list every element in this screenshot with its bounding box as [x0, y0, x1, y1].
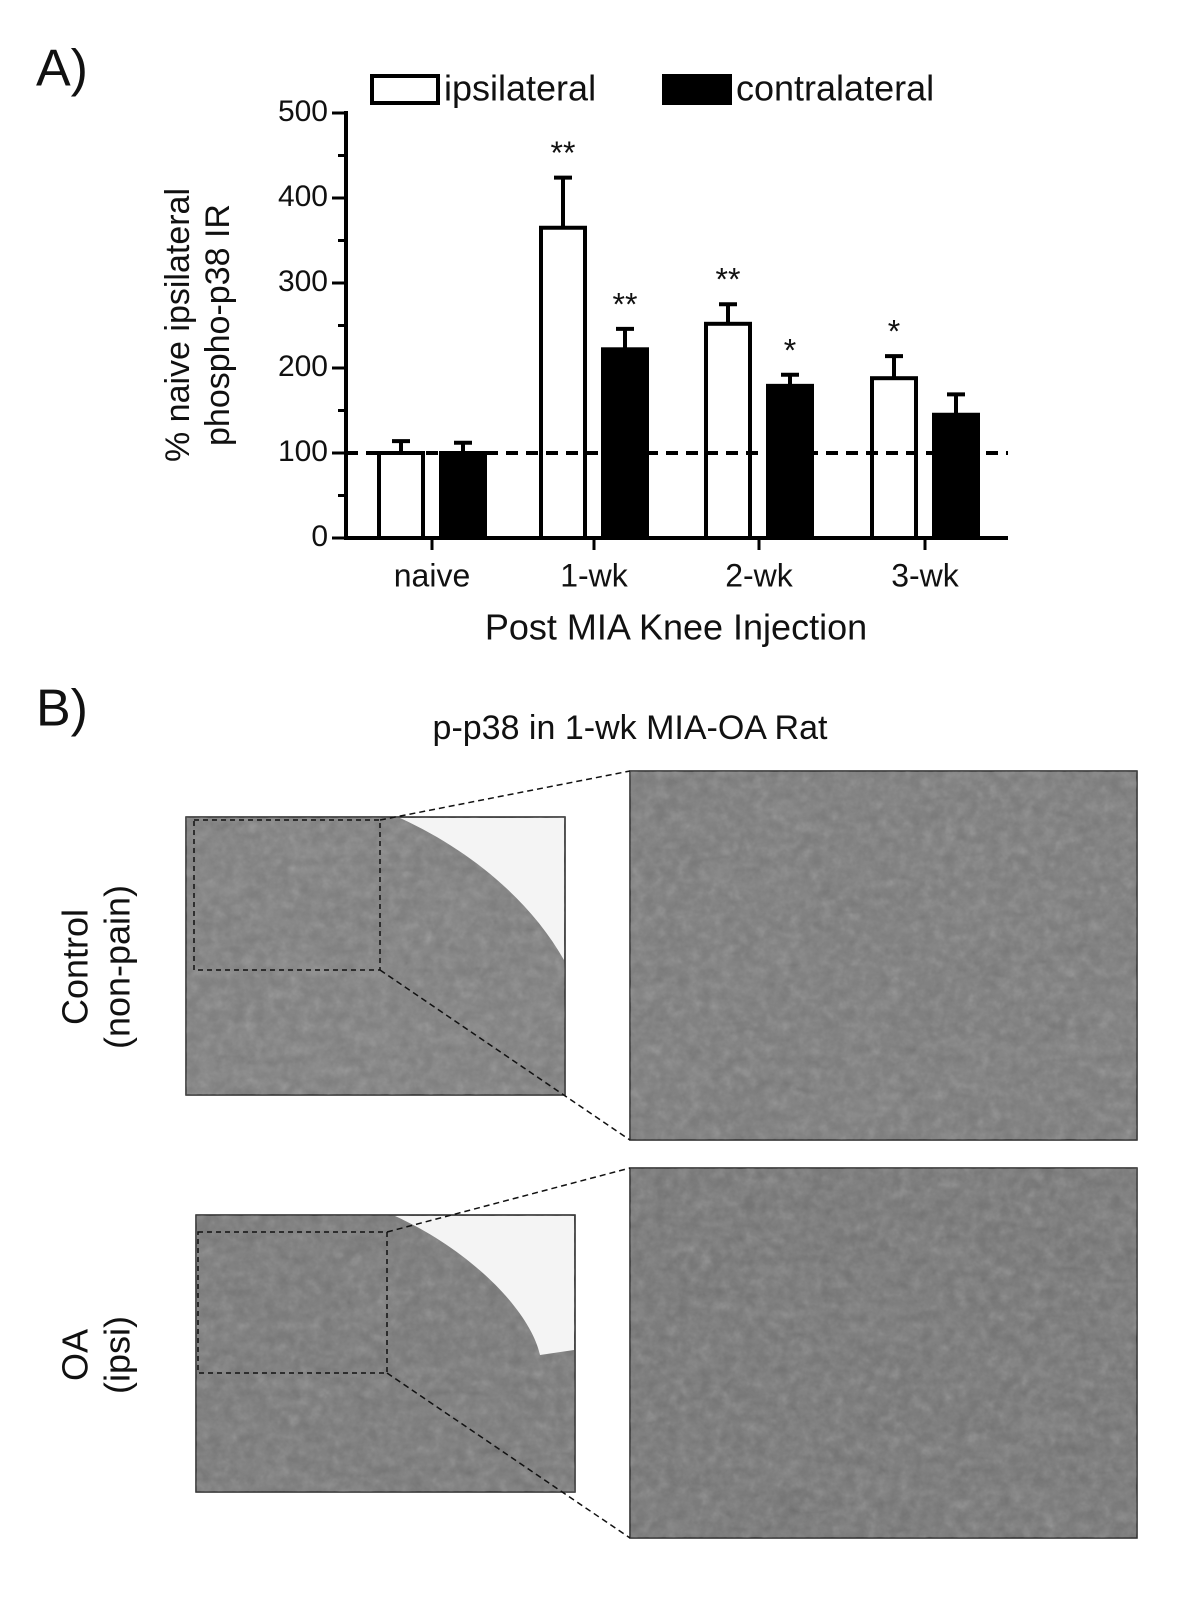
legend-label: ipsilateral: [444, 68, 596, 109]
x-tick-label: 1-wk: [560, 557, 629, 593]
micrograph-control-large: [629, 770, 1138, 1141]
bar: [539, 225, 587, 540]
bar: [377, 451, 425, 540]
y-axis-label: phospho-p38 IR: [199, 204, 237, 446]
panel-label: A): [36, 40, 88, 98]
bar: [704, 321, 752, 540]
row-label: (ipsi): [97, 1316, 138, 1394]
bar: [439, 451, 487, 540]
x-tick-label: naive: [394, 557, 471, 593]
y-tick-label: 0: [311, 520, 328, 553]
row-label: OA: [55, 1329, 96, 1381]
significance-label: **: [613, 286, 638, 322]
y-tick-label: 300: [278, 265, 328, 298]
y-axis-label: % naive ipsilateral: [159, 188, 197, 462]
bar: [601, 347, 649, 540]
legend-swatch: [370, 74, 440, 105]
x-tick-label: 2-wk: [725, 557, 794, 593]
x-tick-label: 3-wk: [891, 557, 960, 593]
micrograph-oa-small: [195, 1214, 576, 1493]
y-tick-label: 100: [278, 435, 328, 468]
micrograph-oa-large: [629, 1167, 1138, 1539]
panel-title: p-p38 in 1-wk MIA-OA Rat: [433, 709, 828, 747]
legend-label: contralateral: [736, 68, 934, 109]
y-tick-label: 400: [278, 180, 328, 213]
significance-label: **: [716, 262, 741, 298]
zoom-lines: [379, 770, 631, 1539]
legend-swatch: [662, 74, 732, 105]
row-label: (non-pain): [97, 885, 138, 1049]
y-tick-label: 500: [278, 95, 328, 128]
significance-label: **: [551, 135, 576, 171]
x-axis-label: Post MIA Knee Injection: [485, 607, 867, 648]
significance-label: *: [784, 332, 796, 368]
panel-label: B): [36, 680, 88, 738]
row-label: Control: [55, 909, 96, 1025]
y-tick-label: 200: [278, 350, 328, 383]
bar: [870, 376, 918, 541]
bar: [766, 383, 814, 540]
bar: [932, 412, 980, 540]
significance-label: *: [888, 314, 900, 350]
micrograph-control-small: [185, 816, 566, 1096]
